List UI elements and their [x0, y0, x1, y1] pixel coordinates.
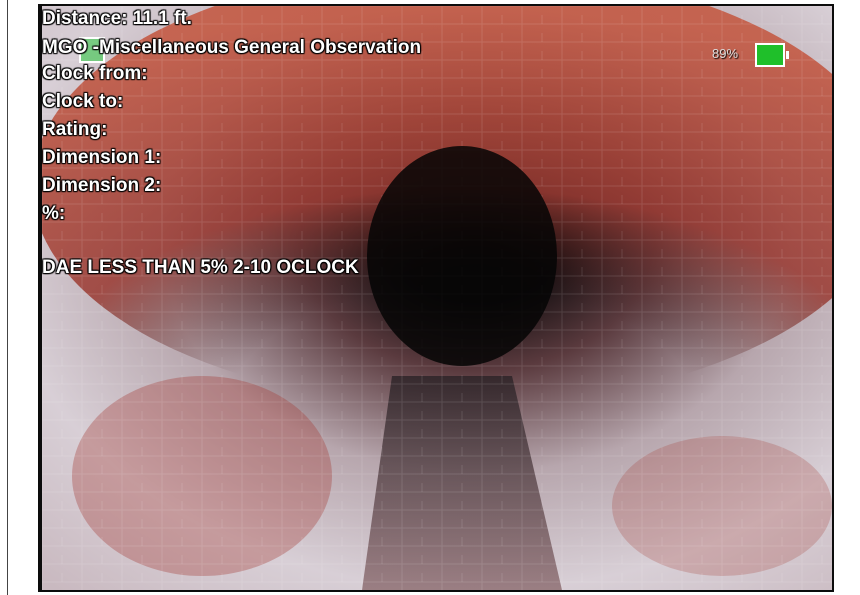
page: Distance: 11.1 ft. MGO -Miscellaneous Ge…: [0, 0, 860, 595]
battery-level: 89%: [712, 46, 738, 61]
clock-to: Clock to:: [42, 90, 123, 113]
battery-icon: [755, 43, 785, 67]
distance: Distance: 11.1 ft.: [42, 7, 192, 30]
dimension-1: Dimension 1:: [42, 146, 161, 169]
percent: %:: [42, 202, 65, 225]
border-line: [7, 0, 8, 595]
remark: DAE LESS THAN 5% 2-10 OCLOCK: [42, 256, 359, 279]
clock-from: Clock from:: [42, 62, 148, 85]
dimension-2: Dimension 2:: [42, 174, 161, 197]
observation-code: MGO -Miscellaneous General Observation: [42, 36, 421, 59]
pipe-image: [42, 6, 832, 590]
rating: Rating:: [42, 118, 107, 141]
